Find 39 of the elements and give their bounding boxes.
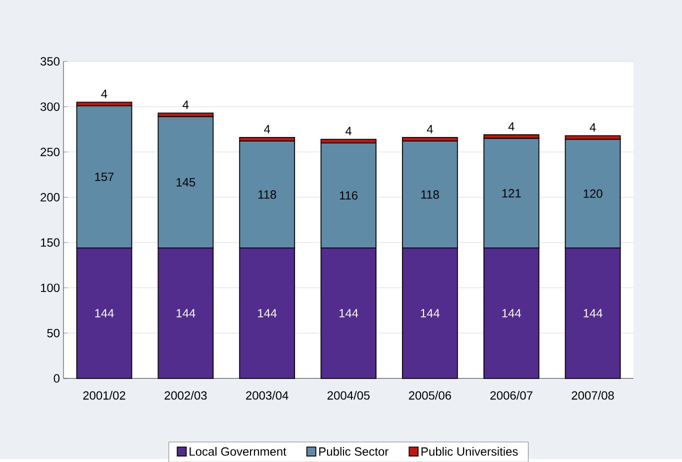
legend-label: Public Universities [422,446,518,456]
data-label: 4 [508,122,514,130]
data-label: 144 [258,308,277,318]
x-tick-label: 2004/05 [328,390,370,400]
data-label: 145 [176,178,196,186]
data-label: 4 [426,124,433,134]
data-label: 144 [95,308,114,318]
y-tick-label: 300 [40,102,60,111]
data-label: 144 [584,308,602,318]
y-tick-label: 150 [40,238,60,247]
x-tick-label: 2007/08 [572,390,614,400]
y-tick-label: 0 [54,374,60,382]
data-label: 118 [258,190,276,199]
y-tick-label: 100 [40,283,60,292]
data-label: 4 [590,123,596,132]
data-label: 157 [95,172,114,181]
y-tick-label: 200 [40,192,60,202]
x-tick-label: 2006/07 [490,390,532,400]
x-tick-label: 2001/02 [83,390,126,400]
x-tick-label: 2002/03 [164,390,207,400]
data-label: 116 [340,191,358,200]
x-tick-label: 2005/06 [408,390,452,400]
data-label: 144 [420,308,440,318]
data-label: 4 [101,90,108,98]
data-label: 4 [345,126,352,135]
legend-label: Public Sector [319,446,388,456]
data-label: 144 [176,308,196,318]
data-label: 120 [584,189,602,198]
x-tick-label: 2003/04 [246,390,288,400]
data-label: 121 [502,188,521,198]
y-tick-label: 250 [40,148,60,156]
legend-label: Local Government [190,446,286,456]
y-tick-label: 50 [47,328,60,338]
data-label: 4 [264,124,270,134]
data-label: 144 [502,308,521,318]
y-tick-label: 350 [40,57,60,66]
data-label: 4 [182,100,189,109]
data-label: 118 [421,190,439,199]
data-label: 144 [339,308,358,318]
